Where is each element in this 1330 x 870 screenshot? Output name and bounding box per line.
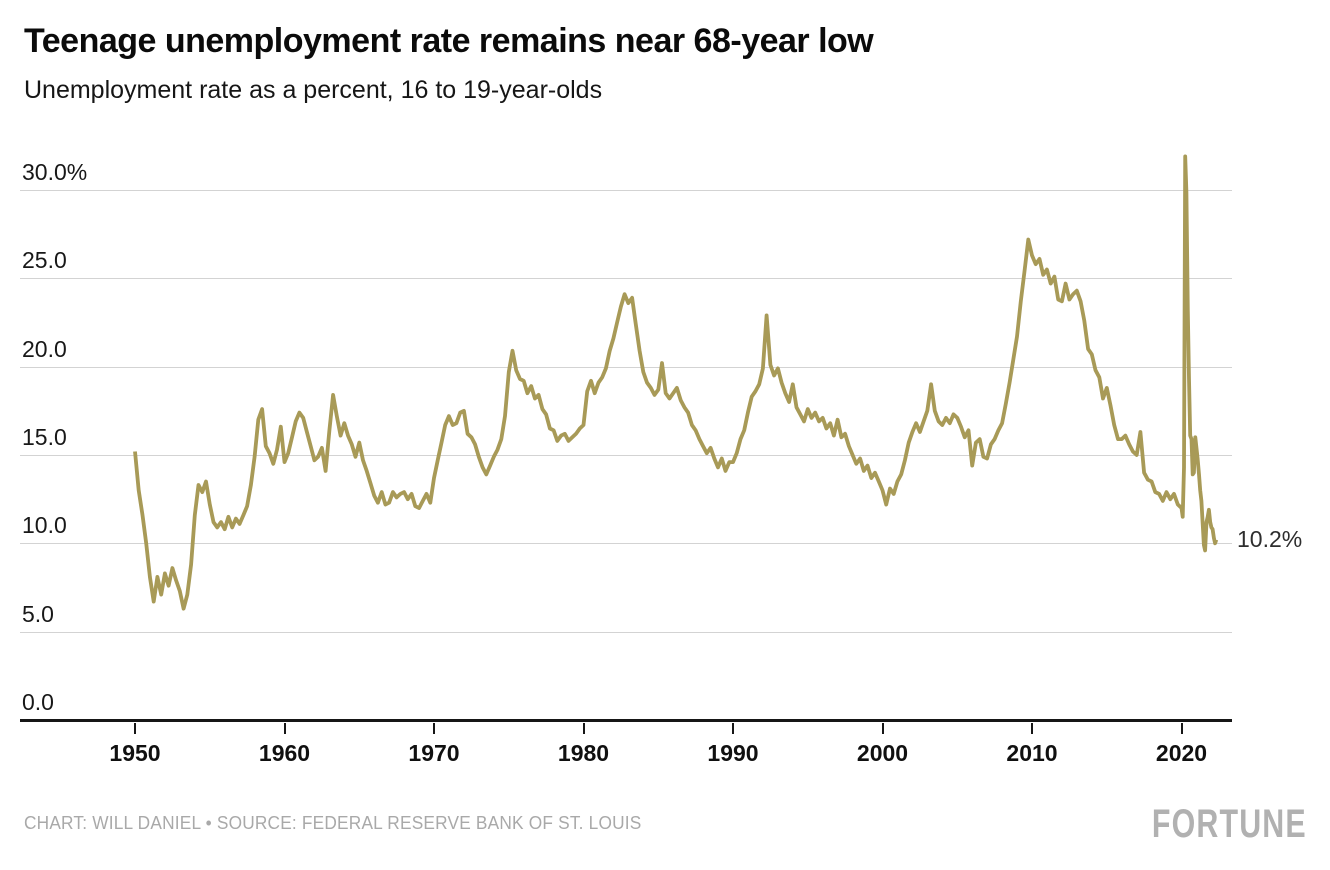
- unemployment-rate-line: [133, 154, 1219, 611]
- x-tick-label: 2020: [1155, 740, 1208, 766]
- chart-subtitle: Unemployment rate as a percent, 16 to 19…: [24, 76, 603, 104]
- x-tick: [433, 723, 435, 734]
- y-tick-label: 15.0: [22, 423, 67, 450]
- x-axis-baseline: [20, 719, 1232, 722]
- x-tick-label: 1950: [109, 740, 161, 766]
- x-tick: [732, 723, 734, 734]
- x-tick-label: 1970: [408, 740, 460, 766]
- x-tick-label: 1960: [258, 740, 311, 766]
- y-gridline: [20, 278, 1232, 280]
- x-tick: [1031, 723, 1033, 734]
- x-tick: [881, 723, 884, 734]
- y-gridline: [20, 631, 1232, 633]
- x-tick: [283, 723, 286, 734]
- x-tick: [582, 723, 585, 734]
- y-tick-label: 30.0%: [22, 158, 88, 185]
- y-gridline: [20, 454, 1232, 456]
- y-tick-label: 0.0: [22, 689, 54, 715]
- chart-credit: CHART: WILL DANIEL • SOURCE: FEDERAL RES…: [24, 813, 642, 833]
- fortune-logo: FORTUNE: [1152, 802, 1307, 846]
- chart-title: Teenage unemployment rate remains near 6…: [24, 22, 874, 60]
- y-tick-label: 5.0: [22, 600, 54, 627]
- x-tick: [134, 723, 136, 734]
- latest-value-label: 10.2%: [1237, 525, 1303, 552]
- y-gridline: [20, 543, 1232, 545]
- x-tick-label: 2010: [1006, 740, 1058, 766]
- y-tick-label: 25.0: [22, 247, 67, 274]
- y-gridline: [20, 189, 1232, 191]
- x-tick-label: 1990: [707, 740, 759, 766]
- y-gridline: [20, 366, 1232, 368]
- x-tick-label: 1980: [557, 740, 610, 766]
- y-tick-label: 10.0: [22, 512, 67, 539]
- x-tick-label: 2000: [856, 740, 909, 766]
- x-tick: [1180, 723, 1183, 734]
- y-tick-label: 20.0: [22, 335, 67, 362]
